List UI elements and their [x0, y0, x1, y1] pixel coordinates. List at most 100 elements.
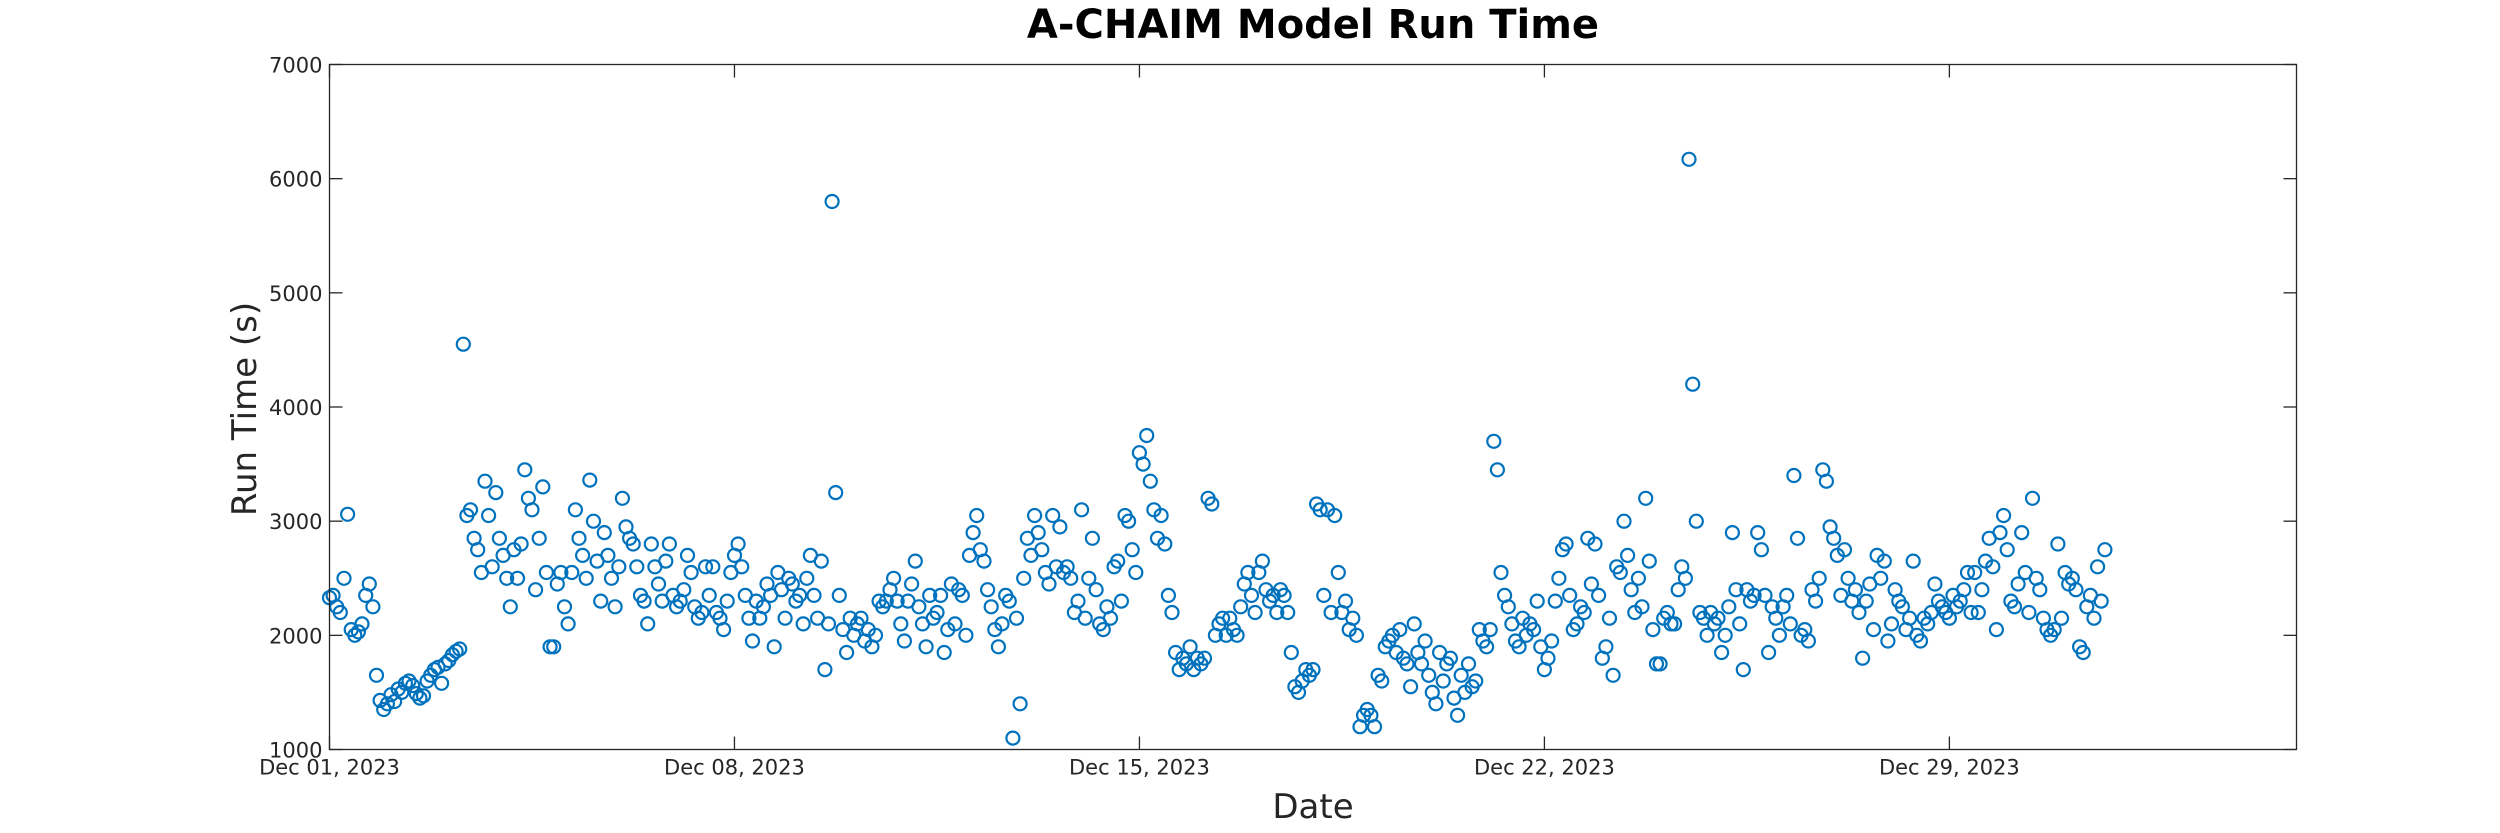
data-point — [2010, 576, 2026, 592]
data-point — [1435, 673, 1451, 689]
data-point — [499, 570, 515, 586]
data-point — [452, 641, 468, 657]
data-point — [567, 502, 584, 518]
data-point — [1587, 536, 1603, 552]
data-point — [658, 553, 674, 569]
data-point — [1901, 610, 1918, 626]
data-point — [705, 559, 721, 575]
data-point — [524, 502, 540, 518]
data-point — [1598, 639, 1614, 655]
data-point — [1486, 433, 1502, 449]
data-point — [1525, 621, 1542, 638]
data-point — [1113, 593, 1130, 609]
data-point — [1511, 639, 1527, 655]
data-point — [643, 536, 659, 552]
data-point — [1641, 553, 1657, 569]
data-point — [1750, 524, 1766, 541]
data-point — [1095, 621, 1111, 638]
data-point — [1110, 553, 1126, 569]
data-point — [640, 616, 656, 632]
data-point — [1269, 604, 1285, 621]
data-point — [1139, 427, 1155, 444]
data-point — [1927, 576, 1943, 592]
data-point — [1366, 719, 1383, 735]
data-point — [394, 684, 410, 701]
data-point — [1478, 639, 1495, 655]
data-point — [1453, 667, 1469, 683]
y-axis-label: Run Time (s) — [225, 302, 265, 516]
data-point — [625, 536, 641, 552]
data-point — [1153, 507, 1169, 524]
data-point — [481, 507, 497, 524]
data-point — [1124, 542, 1140, 558]
data-point — [1854, 650, 1871, 666]
data-point — [1276, 587, 1292, 604]
data-point — [2046, 621, 2062, 638]
data-point — [1999, 542, 2015, 558]
data-point — [1826, 530, 1842, 546]
data-point — [2024, 490, 2041, 506]
data-point — [1280, 604, 1296, 621]
data-point — [1402, 679, 1419, 695]
data-point — [734, 559, 750, 575]
data-point — [430, 659, 446, 675]
data-point — [791, 587, 808, 604]
data-point — [2075, 644, 2091, 661]
data-point — [1612, 564, 1628, 581]
data-point — [1540, 650, 1556, 666]
data-point — [585, 513, 602, 529]
data-point — [1583, 576, 1600, 592]
data-point — [1558, 536, 1574, 552]
data-point — [1858, 593, 1874, 609]
data-point — [408, 685, 424, 702]
data-point — [535, 479, 551, 495]
data-point — [614, 490, 631, 506]
data-point — [806, 587, 822, 604]
data-point — [965, 524, 981, 541]
data-point — [340, 506, 356, 522]
data-point — [1681, 151, 1697, 167]
data-point — [1160, 587, 1177, 604]
data-point — [1337, 593, 1354, 609]
data-point — [1135, 456, 1151, 472]
data-point — [2068, 582, 2084, 598]
data-point — [2053, 610, 2070, 626]
data-point — [979, 582, 996, 598]
data-point — [455, 336, 471, 352]
x-tick-label: Dec 29, 2023 — [1879, 756, 2020, 780]
data-point — [907, 553, 923, 569]
data-point — [1063, 570, 1079, 586]
data-point — [1851, 604, 1867, 621]
data-point — [1529, 593, 1545, 609]
data-point — [1030, 524, 1046, 541]
data-point — [661, 536, 678, 552]
data-point — [1652, 656, 1668, 672]
data-point — [531, 530, 547, 546]
data-point — [1543, 633, 1560, 649]
data-point — [1008, 610, 1025, 626]
data-point — [1786, 467, 1802, 484]
data-point — [574, 547, 591, 564]
y-tick-label: 4000 — [269, 396, 322, 420]
data-point — [1012, 696, 1028, 712]
data-point — [1001, 593, 1017, 609]
data-point — [1323, 604, 1339, 621]
data-point — [1818, 473, 1835, 489]
data-point — [1779, 587, 1795, 604]
data-point — [1880, 633, 1896, 649]
data-point — [1912, 633, 1929, 649]
data-point — [1771, 627, 1788, 643]
data-point — [2086, 610, 2102, 626]
data-point — [697, 559, 714, 575]
data-point — [1811, 570, 1827, 586]
data-point — [560, 616, 576, 632]
data-point — [820, 616, 837, 632]
data-point — [983, 599, 999, 615]
data-point — [813, 553, 829, 569]
data-point — [361, 576, 377, 592]
x-tick-label: Dec 01, 2023 — [259, 756, 400, 780]
data-point — [401, 673, 417, 689]
data-point — [1182, 639, 1198, 655]
data-point — [437, 656, 453, 672]
data-point — [1240, 564, 1256, 581]
